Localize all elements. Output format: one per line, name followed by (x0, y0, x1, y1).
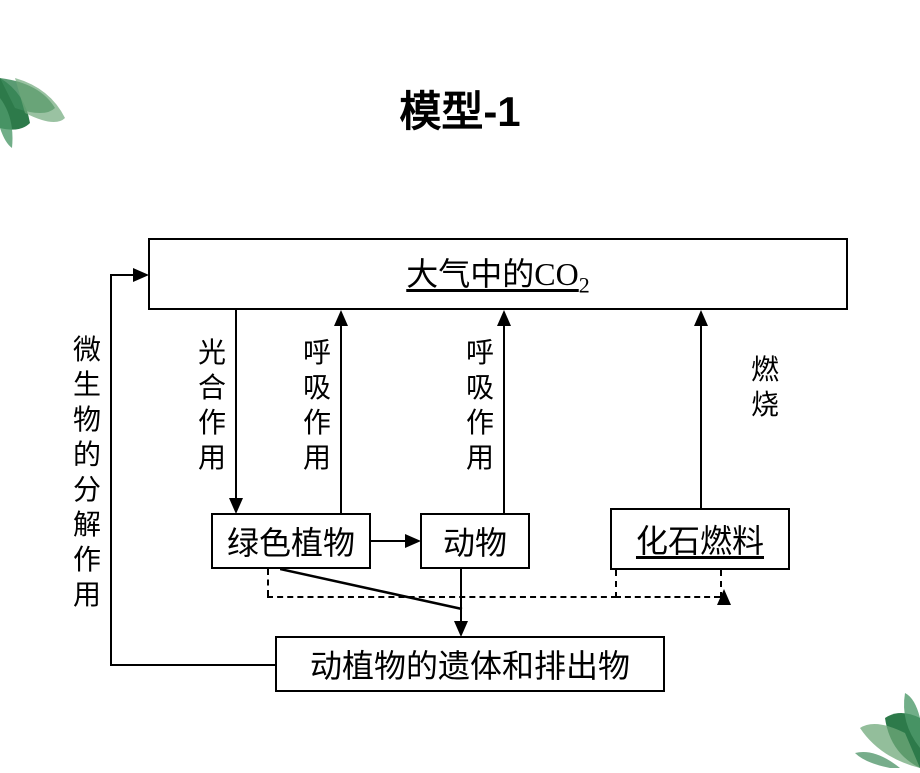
node-plant: 绿色植物 (211, 513, 371, 569)
arrow-plant-animal-head (405, 534, 421, 548)
label-photosynthesis: 光合作用 (197, 336, 227, 476)
leaf-decoration-top-left (0, 78, 100, 168)
arrow-combustion-head (694, 310, 708, 326)
arrow-respiration-animal-head (497, 310, 511, 326)
node-remains: 动植物的遗体和排出物 (275, 636, 665, 692)
arrow-respiration-plant-line (340, 322, 342, 513)
arrow-plant-remains-diag (280, 569, 465, 611)
arrow-decomp-v (110, 274, 112, 666)
arrow-decomp-head (133, 268, 149, 282)
arrow-animal-remains-line (460, 569, 462, 611)
node-plant-text: 绿色植物 (227, 518, 355, 564)
label-respiration-plant: 呼吸作用 (302, 336, 332, 476)
node-remains-text: 动植物的遗体和排出物 (310, 641, 630, 687)
label-respiration-animal: 呼吸作用 (465, 336, 495, 476)
arrow-photosynthesis-line (235, 310, 237, 501)
arrow-combustion-1 (700, 322, 702, 508)
node-animal-text: 动物 (443, 518, 507, 564)
node-co2-sub: 2 (579, 273, 590, 298)
node-co2-text: 大气中的CO (406, 256, 578, 292)
dashed-to-fuel-head (717, 589, 731, 605)
carbon-cycle-diagram: 大气中的CO2 绿色植物 动物 化石燃料 动植物的遗体和排出物 光合作用 呼吸作… (40, 238, 880, 693)
dashed-plant-down (267, 569, 269, 596)
node-animal: 动物 (420, 513, 530, 569)
arrow-to-remains-head (454, 621, 468, 637)
dashed-fuel-up (615, 570, 617, 598)
page-title: 模型-1 (0, 78, 920, 139)
arrow-respiration-plant-head (334, 310, 348, 326)
label-decomposition: 微生物的分解作用 (72, 333, 102, 613)
arrow-decomp-h-bottom (110, 664, 275, 666)
node-fuel: 化石燃料 (610, 508, 790, 570)
arrow-respiration-animal-line (503, 322, 505, 513)
label-combustion: 燃烧 (750, 353, 780, 423)
node-fuel-text: 化石燃料 (636, 516, 764, 562)
dashed-plant-remains-fuel-1 (267, 596, 617, 598)
dashed-to-fuel-h (615, 596, 720, 598)
arrow-photosynthesis-head (229, 498, 243, 514)
node-co2: 大气中的CO2 (148, 238, 848, 310)
arrow-plant-animal-line (371, 540, 408, 542)
